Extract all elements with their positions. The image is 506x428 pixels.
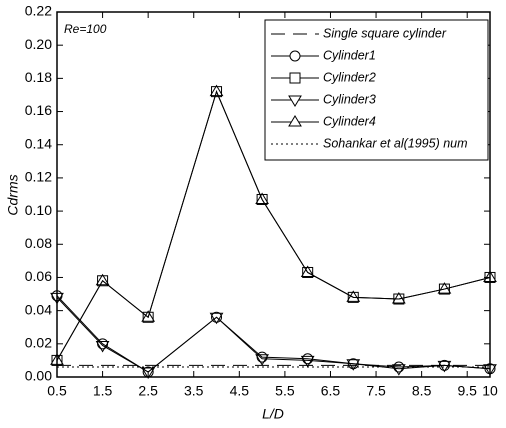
x-tick-label: 6.5 — [321, 383, 341, 399]
x-tick-label: 10 — [482, 383, 498, 399]
y-tick-label: 0.10 — [25, 202, 52, 218]
series-line — [56, 297, 491, 373]
marker — [95, 340, 110, 353]
legend-marker — [288, 95, 302, 107]
y-tick-label: 0.06 — [25, 268, 52, 284]
marker — [391, 292, 406, 304]
plot-frame — [56, 11, 491, 378]
y-axis-label: Cdrms — [5, 174, 21, 215]
legend-label: Single square cylinder — [323, 26, 447, 40]
marker — [438, 283, 450, 295]
y-tick-label: 0.14 — [25, 135, 52, 151]
legend-label: Cylinder3 — [323, 92, 376, 106]
marker — [211, 86, 223, 98]
x-tick-label: 7.5 — [366, 383, 386, 399]
marker — [437, 282, 452, 294]
marker — [300, 265, 315, 277]
marker — [209, 84, 224, 97]
x-tick-label: 2.5 — [138, 383, 158, 399]
marker — [142, 311, 154, 323]
y-tick-label: 0.18 — [25, 69, 52, 85]
marker — [50, 353, 64, 365]
marker — [302, 266, 314, 278]
legend-label: Sohankar et al(1995) num — [323, 136, 468, 150]
x-tick-label: 5.5 — [275, 383, 295, 399]
marker — [437, 360, 452, 373]
x-tick-label: 9.5 — [457, 383, 477, 399]
marker — [391, 364, 406, 376]
x-tick-label: 0.5 — [47, 383, 67, 399]
y-tick-label: 0.12 — [25, 169, 52, 185]
annotation: Re=100 — [64, 22, 107, 36]
marker — [483, 270, 497, 282]
y-tick-label: 0.22 — [25, 3, 52, 19]
y-tick-label: 0.00 — [25, 368, 52, 384]
y-tick-label: 0.20 — [25, 36, 52, 52]
marker — [483, 364, 497, 376]
x-tick-label: 4.5 — [230, 383, 250, 399]
marker — [141, 367, 156, 379]
marker — [97, 275, 109, 287]
legend-marker — [288, 115, 302, 127]
marker — [346, 359, 361, 371]
series-line — [56, 90, 491, 361]
x-tick-label: 1.5 — [93, 383, 113, 399]
marker — [255, 192, 269, 204]
marker — [209, 312, 224, 325]
x-tick-label: 8.5 — [412, 383, 432, 399]
marker — [256, 193, 268, 205]
marker — [300, 355, 315, 368]
x-tick-label: 3.5 — [184, 383, 204, 399]
marker — [484, 271, 496, 283]
legend-label: Cylinder2 — [323, 70, 376, 84]
marker — [51, 354, 63, 366]
marker — [211, 311, 223, 323]
legend-marker — [289, 50, 301, 62]
y-tick-label: 0.16 — [25, 102, 52, 118]
marker — [50, 292, 64, 305]
y-tick-label: 0.04 — [25, 301, 52, 317]
marker — [255, 354, 269, 366]
legend-label: Cylinder4 — [323, 114, 376, 128]
legend-label: Cylinder1 — [323, 48, 376, 62]
y-tick-label: 0.02 — [25, 335, 52, 351]
legend-marker — [289, 72, 301, 84]
legend-box — [264, 19, 489, 161]
marker — [346, 290, 361, 302]
marker — [95, 273, 110, 286]
x-axis-label: L/D — [262, 406, 284, 422]
series-line — [56, 295, 491, 373]
marker — [141, 310, 156, 322]
y-tick-label: 0.08 — [25, 235, 52, 251]
